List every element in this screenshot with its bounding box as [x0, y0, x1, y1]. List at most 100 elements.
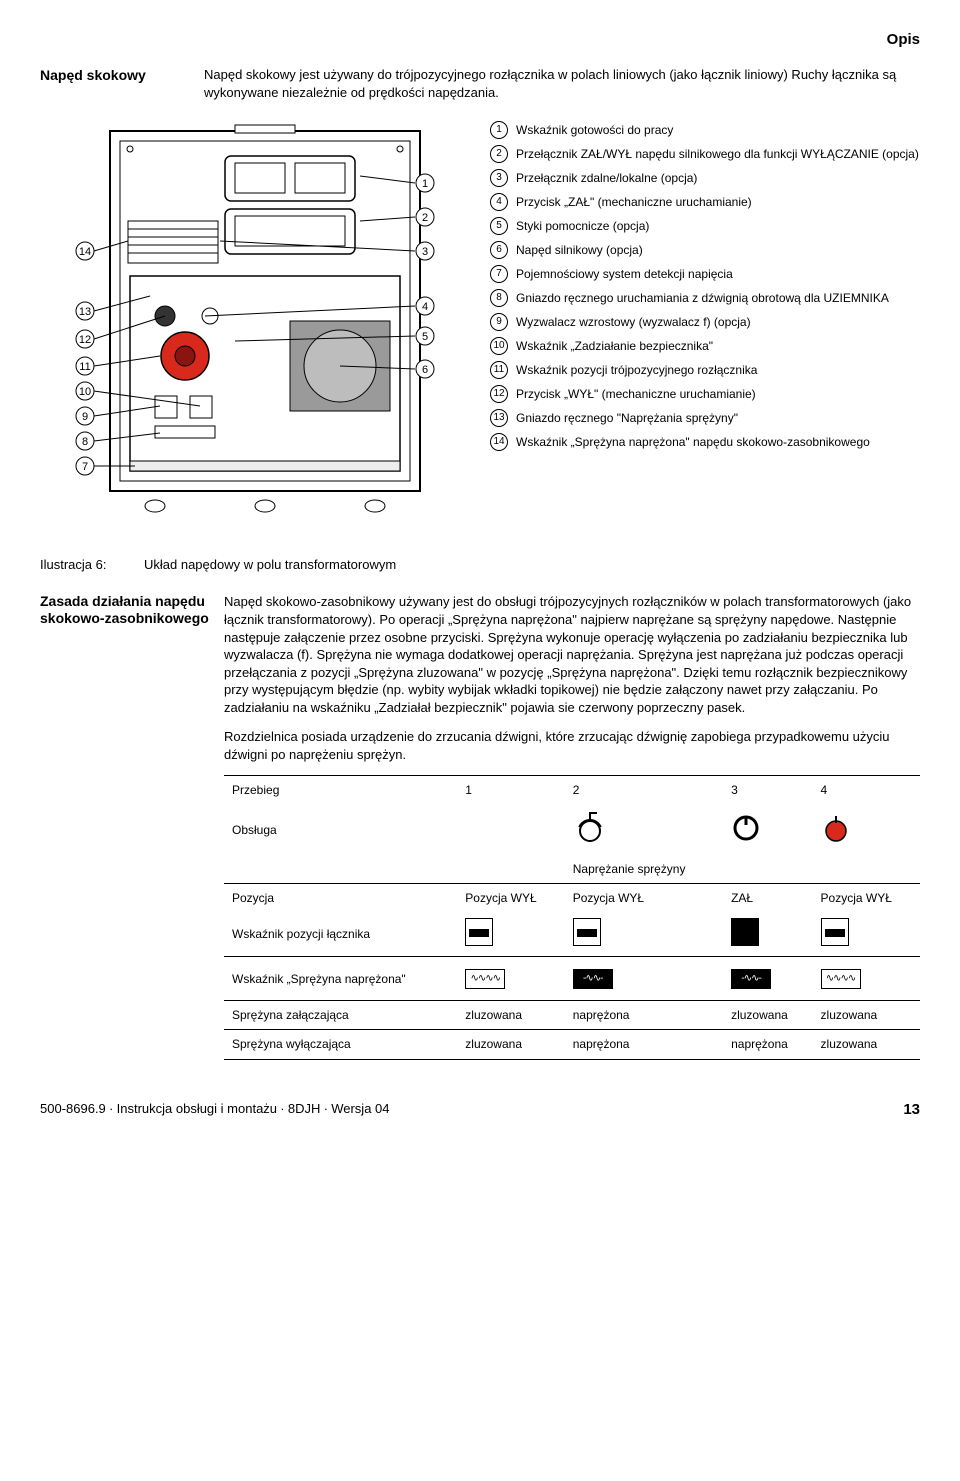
- legend-item: 4 Przycisk „ZAŁ" (mechaniczne uruchamiani…: [490, 193, 920, 211]
- legend-text: Przełącznik ZAŁ/WYŁ napędu silnikowego d…: [516, 145, 920, 162]
- legend-item: 3 Przełącznik zdalne/lokalne (opcja): [490, 169, 920, 187]
- spring-slack-icon: ∿∿∿∿: [821, 969, 861, 989]
- legend-number: 3: [490, 169, 508, 187]
- footer-left: 500-8696.9 ∙ Instrukcja obsługi i montaż…: [40, 1100, 390, 1120]
- naprezanie-label: Naprężanie sprężyny: [565, 855, 723, 884]
- legend-number: 2: [490, 145, 508, 163]
- pos-indicator-icon: [573, 918, 601, 946]
- col-2: 2: [565, 776, 723, 805]
- svg-text:2: 2: [422, 212, 428, 224]
- operation-table: Przebieg 1 2 3 4 Obsługa: [224, 775, 920, 1059]
- row-wsk-poz: Wskaźnik pozycji łącznika: [224, 912, 457, 957]
- legend-item: 14 Wskaźnik „Sprężyna naprężona" napędu s…: [490, 433, 920, 451]
- legend-text: Wyzwalacz wzrostowy (wyzwalacz f) (opcja…: [516, 313, 920, 330]
- crank-icon: [565, 805, 723, 855]
- legend-item: 7Pojemnościowy system detekcji napięcia: [490, 265, 920, 283]
- legend-text: Przycisk „WYŁ" (mechaniczne uruchamianie…: [516, 385, 920, 402]
- pos-indicator-on-icon: [731, 918, 759, 946]
- footer-page-number: 13: [903, 1100, 920, 1120]
- svg-text:11: 11: [79, 361, 90, 373]
- principle-p1: Napęd skokowo-zasobnikowy używany jest d…: [224, 593, 920, 716]
- col-4: 4: [813, 776, 920, 805]
- spr-wyl-2: naprężona: [565, 1030, 723, 1059]
- svg-text:3: 3: [422, 246, 428, 258]
- off-button-icon: [813, 805, 920, 855]
- legend-text: Wskaźnik „Zadziałanie bezpiecznika": [516, 337, 920, 354]
- row-spr-zal: Sprężyna załączająca: [224, 1001, 457, 1030]
- svg-text:13: 13: [79, 306, 91, 318]
- principle-row: Zasada działania napędu skokowo-zasobnik…: [40, 593, 920, 1059]
- legend-text: Przełącznik zdalne/lokalne (opcja): [516, 169, 920, 186]
- device-diagram: 1 2 3 4 5 6 7 8 9 10: [60, 121, 450, 521]
- legend-text: Napęd silnikowy (opcja): [516, 241, 920, 258]
- legend-item: 9 Wyzwalacz wzrostowy (wyzwalacz f) (opcj…: [490, 313, 920, 331]
- principle-label: Zasada działania napędu skokowo-zasobnik…: [40, 593, 210, 1059]
- legend-text: Pojemnościowy system detekcji napięcia: [516, 265, 920, 282]
- legend: 1 Wskaźnik gotowości do pracy 2 Przełącznik…: [490, 121, 920, 526]
- th-obsluga: Obsługa: [224, 805, 457, 855]
- principle-p2: Rozdzielnica posiada urządzenie do zrzuc…: [224, 728, 920, 763]
- pos-indicator-icon: [465, 918, 493, 946]
- col-3: 3: [723, 776, 812, 805]
- legend-text: Wskaźnik pozycji trójpozycyjnego rozłącz…: [516, 361, 920, 378]
- poz-4: Pozycja WYŁ: [813, 883, 920, 912]
- legend-item: 2 Przełącznik ZAŁ/WYŁ napędu silnikowego …: [490, 145, 920, 163]
- legend-number: 5: [490, 217, 508, 235]
- legend-item: 1 Wskaźnik gotowości do pracy: [490, 121, 920, 139]
- svg-text:4: 4: [422, 301, 428, 313]
- svg-text:5: 5: [422, 331, 428, 343]
- section-title: Opis: [40, 30, 920, 50]
- svg-text:12: 12: [79, 334, 91, 346]
- legend-number: 4: [490, 193, 508, 211]
- poz-2: Pozycja WYŁ: [565, 883, 723, 912]
- on-button-icon: [723, 805, 812, 855]
- spr-zal-1: zluzowana: [457, 1001, 564, 1030]
- svg-text:7: 7: [82, 461, 88, 473]
- legend-number: 12: [490, 385, 508, 403]
- legend-number: 10: [490, 337, 508, 355]
- spring-slack-icon: ∿∿∿∿: [465, 969, 505, 989]
- legend-text: Wskaźnik gotowości do pracy: [516, 121, 920, 138]
- legend-text: Wskaźnik „Sprężyna naprężona" napędu sko…: [516, 433, 920, 450]
- row-spr-wyl: Sprężyna wyłączająca: [224, 1030, 457, 1059]
- spr-wyl-1: zluzowana: [457, 1030, 564, 1059]
- legend-number: 1: [490, 121, 508, 139]
- legend-text: Gniazdo ręcznego "Naprężania sprężyny": [516, 409, 920, 426]
- legend-item: 6 Napęd silnikowy (opcja): [490, 241, 920, 259]
- caption-label: Ilustracja 6:: [40, 556, 130, 574]
- intro-row: Napęd skokowy Napęd skokowy jest używany…: [40, 66, 920, 101]
- figure-caption: Ilustracja 6: Układ napędowy w polu tran…: [40, 556, 920, 574]
- legend-number: 9: [490, 313, 508, 331]
- spr-wyl-3: naprężona: [723, 1030, 812, 1059]
- intro-text: Napęd skokowy jest używany do trójpozycy…: [204, 66, 920, 101]
- spring-tensioned-icon: -∿∿-: [731, 969, 771, 989]
- legend-number: 13: [490, 409, 508, 427]
- pos-indicator-icon: [821, 918, 849, 946]
- legend-item: 11 Wskaźnik pozycji trójpozycyjnego rozłą…: [490, 361, 920, 379]
- legend-item: 12 Przycisk „WYŁ" (mechaniczne uruchamian…: [490, 385, 920, 403]
- legend-number: 6: [490, 241, 508, 259]
- svg-text:14: 14: [79, 246, 91, 258]
- spr-wyl-4: zluzowana: [813, 1030, 920, 1059]
- legend-item: 5Styki pomocnicze (opcja): [490, 217, 920, 235]
- caption-text: Układ napędowy w polu transformatorowym: [144, 556, 396, 574]
- col-1: 1: [457, 776, 564, 805]
- legend-item: 8Gniazdo ręcznego uruchamiania z dźwigni…: [490, 289, 920, 307]
- legend-number: 11: [490, 361, 508, 379]
- poz-3: ZAŁ: [723, 883, 812, 912]
- legend-number: 8: [490, 289, 508, 307]
- legend-text: Przycisk „ZAŁ" (mechaniczne uruchamianie…: [516, 193, 920, 210]
- spr-zal-4: zluzowana: [813, 1001, 920, 1030]
- intro-label: Napęd skokowy: [40, 66, 190, 101]
- svg-text:8: 8: [82, 436, 88, 448]
- row-pozycja: Pozycja: [224, 883, 457, 912]
- legend-item: 13 Gniazdo ręcznego "Naprężania sprężyny": [490, 409, 920, 427]
- figure-block: 1 2 3 4 5 6 7 8 9 10: [40, 121, 920, 526]
- spring-tensioned-icon: -∿∿-: [573, 969, 613, 989]
- spr-zal-3: zluzowana: [723, 1001, 812, 1030]
- svg-text:9: 9: [82, 411, 88, 423]
- svg-text:10: 10: [79, 386, 91, 398]
- legend-number: 14: [490, 433, 508, 451]
- th-przebieg: Przebieg: [224, 776, 457, 805]
- page-footer: 500-8696.9 ∙ Instrukcja obsługi i montaż…: [40, 1100, 920, 1120]
